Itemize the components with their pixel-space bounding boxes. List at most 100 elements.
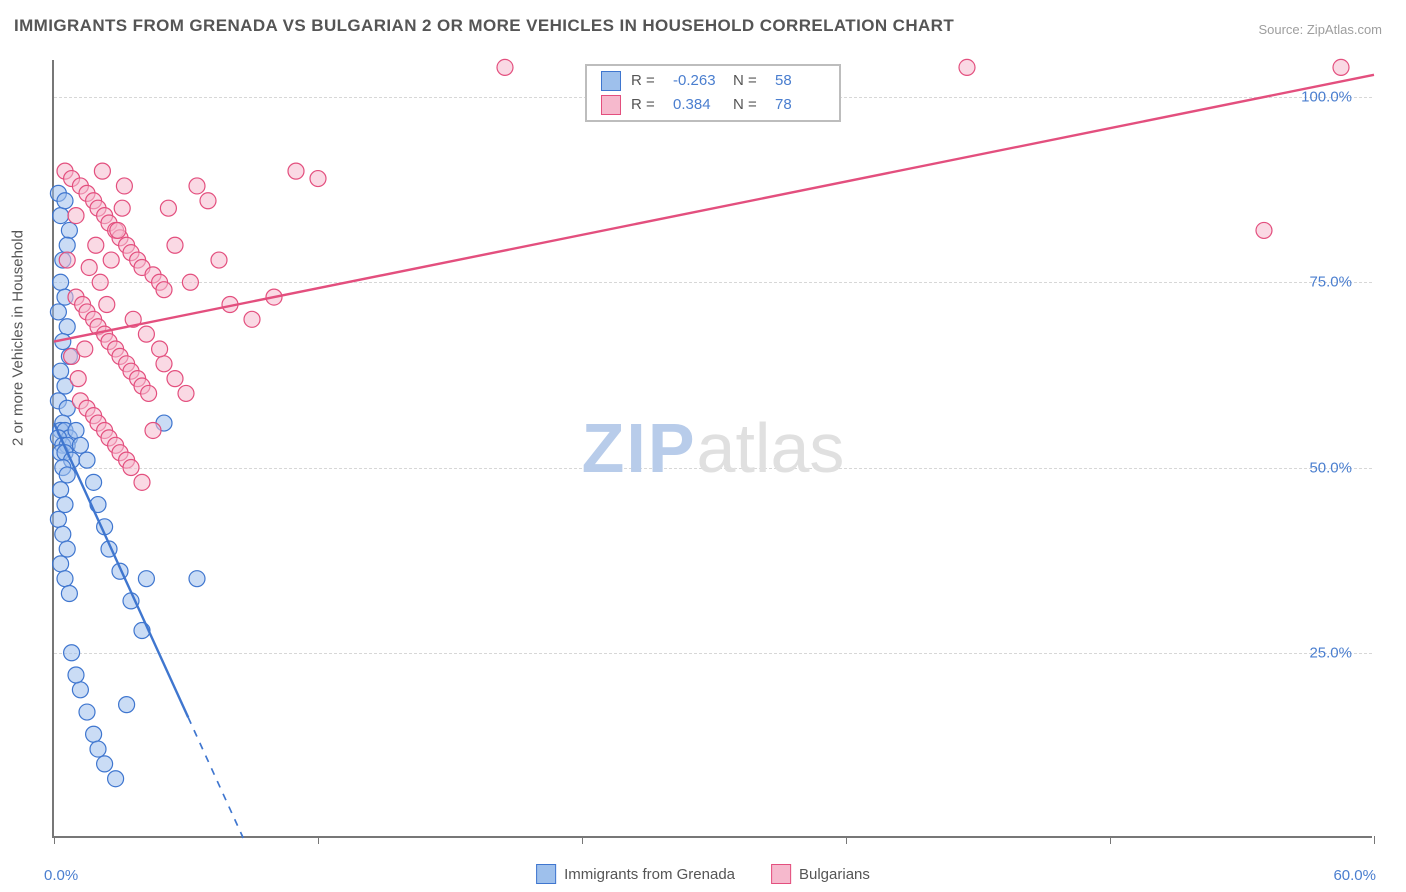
scatter-point xyxy=(211,252,227,268)
scatter-point xyxy=(64,645,80,661)
scatter-point xyxy=(114,200,130,216)
scatter-point xyxy=(90,741,106,757)
scatter-point xyxy=(94,163,110,179)
legend-swatch xyxy=(771,864,791,884)
y-axis-label: 2 or more Vehicles in Household xyxy=(10,230,27,446)
scatter-point xyxy=(167,237,183,253)
x-axis-max-label: 60.0% xyxy=(1333,867,1376,884)
scatter-point xyxy=(53,363,69,379)
scatter-point xyxy=(110,222,126,238)
trend-line-dashed xyxy=(188,717,243,838)
scatter-point xyxy=(68,667,84,683)
scatter-point xyxy=(497,59,513,75)
scatter-point xyxy=(189,571,205,587)
scatter-point xyxy=(116,178,132,194)
legend-series-item: Immigrants from Grenada xyxy=(536,864,735,884)
scatter-point xyxy=(61,585,77,601)
scatter-point xyxy=(288,163,304,179)
scatter-point xyxy=(55,526,71,542)
x-tick xyxy=(582,836,583,844)
legend-r-value: 0.384 xyxy=(673,93,723,117)
legend-n-label: N = xyxy=(733,69,765,93)
legend-series-label: Bulgarians xyxy=(799,866,870,883)
scatter-point xyxy=(141,385,157,401)
scatter-point xyxy=(59,252,75,268)
scatter-point xyxy=(1333,59,1349,75)
legend-correlation-row: R = 0.384 N = 78 xyxy=(601,93,825,117)
x-tick xyxy=(846,836,847,844)
legend-n-value: 58 xyxy=(775,69,825,93)
scatter-point xyxy=(138,571,154,587)
x-tick xyxy=(1374,836,1375,844)
legend-r-label: R = xyxy=(631,93,663,117)
scatter-point xyxy=(92,274,108,290)
scatter-point xyxy=(160,200,176,216)
legend-swatch xyxy=(536,864,556,884)
scatter-point xyxy=(178,385,194,401)
x-axis-min-label: 0.0% xyxy=(44,867,78,884)
source-attribution: Source: ZipAtlas.com xyxy=(1258,22,1382,37)
scatter-point xyxy=(68,422,84,438)
scatter-point xyxy=(68,208,84,224)
scatter-point xyxy=(79,704,95,720)
scatter-point xyxy=(53,274,69,290)
scatter-point xyxy=(145,422,161,438)
legend-series: Immigrants from Grenada Bulgarians xyxy=(536,864,870,884)
plot-area: ZIPatlas R =-0.263N =58R =0.384N =78 25.… xyxy=(52,60,1372,838)
legend-swatch xyxy=(601,95,621,115)
scatter-point xyxy=(59,467,75,483)
scatter-point xyxy=(53,482,69,498)
legend-series-label: Immigrants from Grenada xyxy=(564,866,735,883)
legend-n-label: N = xyxy=(733,93,765,117)
scatter-point xyxy=(189,178,205,194)
scatter-point xyxy=(86,726,102,742)
chart-container: IMMIGRANTS FROM GRENADA VS BULGARIAN 2 O… xyxy=(0,0,1406,892)
scatter-point xyxy=(152,341,168,357)
scatter-point xyxy=(182,274,198,290)
scatter-point xyxy=(108,771,124,787)
scatter-point xyxy=(156,356,172,372)
scatter-point xyxy=(156,282,172,298)
scatter-point xyxy=(103,252,119,268)
scatter-point xyxy=(50,511,66,527)
scatter-point xyxy=(200,193,216,209)
legend-correlation-row: R =-0.263N =58 xyxy=(601,69,825,93)
scatter-point xyxy=(97,756,113,772)
scatter-point xyxy=(99,297,115,313)
scatter-point xyxy=(310,171,326,187)
scatter-point xyxy=(77,341,93,357)
scatter-point xyxy=(61,222,77,238)
scatter-point xyxy=(57,571,73,587)
scatter-point xyxy=(70,371,86,387)
scatter-point xyxy=(123,460,139,476)
scatter-point xyxy=(72,437,88,453)
legend-n-value: 78 xyxy=(775,93,825,117)
legend-r-value: -0.263 xyxy=(673,69,723,93)
y-tick-label: 75.0% xyxy=(1309,274,1352,291)
scatter-point xyxy=(167,371,183,387)
scatter-point xyxy=(119,697,135,713)
scatter-point xyxy=(59,541,75,557)
x-tick xyxy=(54,836,55,844)
y-tick-label: 100.0% xyxy=(1301,89,1352,106)
legend-correlation: R = -0.263 N = 58R = 0.384 N = 78 xyxy=(585,64,841,122)
scatter-point xyxy=(134,474,150,490)
scatter-point xyxy=(79,452,95,468)
y-tick-label: 50.0% xyxy=(1309,459,1352,476)
scatter-point xyxy=(53,208,69,224)
scatter-point xyxy=(81,259,97,275)
scatter-point xyxy=(50,304,66,320)
scatter-point xyxy=(59,319,75,335)
legend-series-item: Bulgarians xyxy=(771,864,870,884)
x-tick xyxy=(1110,836,1111,844)
scatter-point xyxy=(959,59,975,75)
scatter-point xyxy=(88,237,104,253)
plot-svg xyxy=(54,60,1372,836)
scatter-point xyxy=(1256,222,1272,238)
legend-swatch xyxy=(601,71,621,91)
y-tick-label: 25.0% xyxy=(1309,644,1352,661)
scatter-point xyxy=(57,497,73,513)
scatter-point xyxy=(138,326,154,342)
scatter-point xyxy=(86,474,102,490)
scatter-point xyxy=(53,556,69,572)
